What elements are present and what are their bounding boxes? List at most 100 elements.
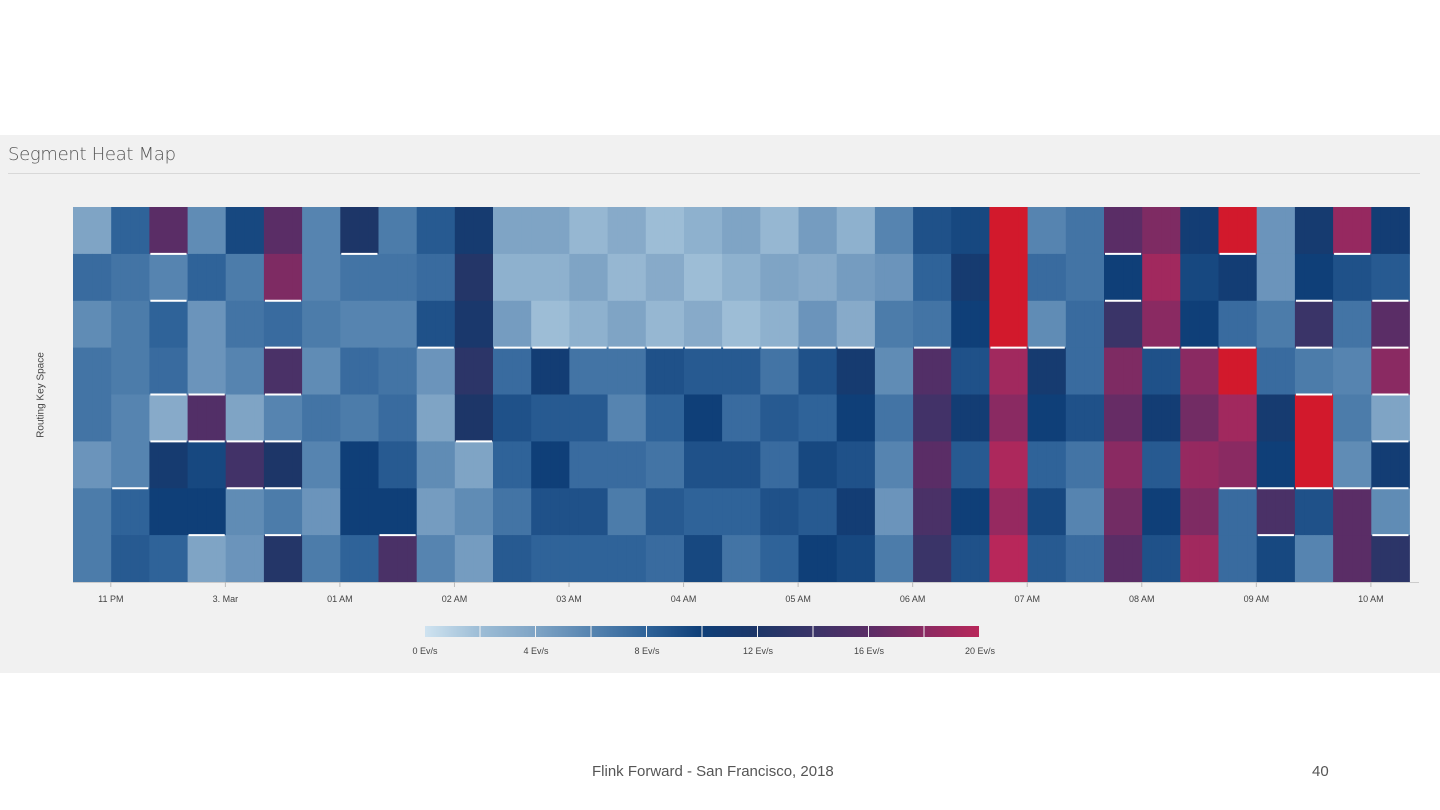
heatmap-cell [1285,441,1296,489]
heatmap-cell [473,207,484,255]
heatmap-cell [521,253,532,302]
heatmap-cell [960,535,971,583]
heatmap-cell [970,253,981,302]
heatmap-cell [750,253,761,302]
heatmap-cell [263,207,274,255]
heatmap-cell [1294,347,1305,395]
heatmap-cell [1314,300,1324,349]
heatmap-cell [531,347,542,395]
heatmap-cell [1113,441,1124,489]
heatmap-cell [894,441,904,489]
heatmap-cell [178,300,188,349]
heatmap-cell [101,394,112,442]
heatmap-cell [254,300,265,349]
heatmap-cell [1390,347,1401,395]
heatmap-cell [1209,535,1219,583]
heatmap-cell [1161,535,1172,583]
heatmap-cell [1180,347,1191,395]
heatmap-cell [445,253,456,302]
heatmap-cell [120,300,131,349]
heatmap-cell [960,394,971,442]
heatmap-cell [588,207,599,255]
heatmap-cell [855,394,866,442]
heatmap-cell [979,253,990,302]
heatmap-cell [1008,347,1019,395]
heatmap-cell [827,253,838,302]
heatmap-cell [1209,207,1219,255]
heatmap-cell [655,347,666,395]
heatmap-cell [1113,488,1124,536]
heatmap-cell [645,253,656,302]
heatmap-cell [779,300,790,349]
heatmap-cell [473,488,484,536]
heatmap-cell [1132,535,1143,583]
heatmap-cell [349,441,360,489]
heatmap-cell [1399,300,1410,349]
heatmap-cell [206,394,217,442]
heatmap-cell [101,253,112,302]
heatmap-cell [798,253,809,302]
heatmap-cell [407,394,418,442]
heatmap-cell [1352,347,1363,395]
heatmap-cell [559,394,570,442]
heatmap-cell [1094,535,1105,583]
heatmap-cell [1142,535,1153,583]
heatmap-cell [750,535,761,583]
heatmap-cell [1266,300,1277,349]
heatmap-cell [1285,207,1296,255]
heatmap-cell [789,441,799,489]
x-tick-label: 3. Mar [213,594,239,604]
heatmap-cell [225,441,236,489]
heatmap-cell [598,488,608,536]
heatmap-cell [1132,488,1143,536]
heatmap-cell [645,488,656,536]
heatmap-cell [617,535,628,583]
heatmap-cell [932,347,943,395]
heatmap-cell [388,535,398,583]
legend-swatch [869,626,924,637]
heatmap-cell [722,535,733,583]
heatmap-cell [1018,253,1029,302]
heatmap-cell [932,207,943,255]
heatmap-cell [292,207,303,255]
heatmap-cell [454,300,465,349]
heatmap-cell [111,488,122,536]
heatmap-cell [1333,253,1344,302]
heatmap-cell [932,394,943,442]
heatmap-cell [292,300,303,349]
heatmap-cell [473,347,484,395]
heatmap-cell [454,441,465,489]
heatmap-cell [82,488,93,536]
heatmap-cell [397,535,408,583]
heatmap-cell [139,488,150,536]
heatmap-cell [626,441,637,489]
heatmap-cell [1209,347,1219,395]
heatmap-cell [359,347,370,395]
heatmap-cell [722,394,733,442]
heatmap-cell [483,347,494,395]
heatmap-cell [1046,535,1057,583]
heatmap-cell [73,394,83,442]
heatmap-cell [550,488,561,536]
heatmap-cell [913,300,924,349]
heatmap-cell [903,207,914,255]
heatmap-cell [903,253,914,302]
heatmap-cell [989,488,1000,536]
heatmap-cell [722,347,733,395]
heatmap-cell [1342,488,1353,536]
heatmap-cell [999,300,1009,349]
heatmap-cell [1037,300,1048,349]
x-tick-label: 04 AM [671,594,697,604]
heatmap-cell [760,441,771,489]
heatmap-cell [263,535,274,583]
heatmap-cell [1380,535,1391,583]
heatmap-cell [139,207,150,255]
heatmap-cell [1065,253,1076,302]
heatmap-cell [960,347,971,395]
heatmap-cell [283,207,293,255]
heatmap-cell [1342,253,1353,302]
heatmap-cell [1189,300,1200,349]
heatmap-cell [388,488,398,536]
heatmap-cell [913,347,924,395]
heatmap-cell [311,441,322,489]
